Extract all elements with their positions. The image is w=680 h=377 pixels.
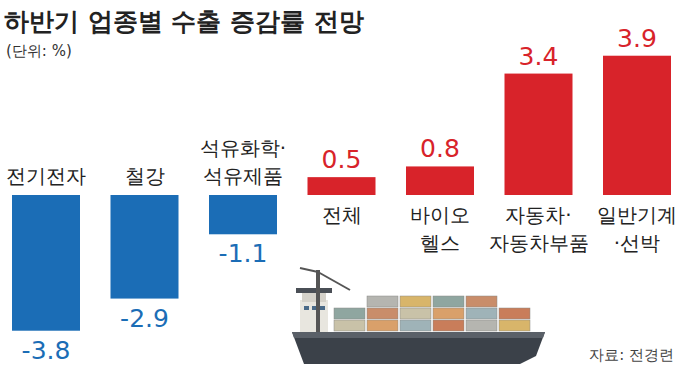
- data-label: 0.5: [322, 145, 362, 174]
- bar: [603, 56, 671, 195]
- category-label: 철강: [125, 164, 165, 188]
- category-label: 바이오헬스: [410, 203, 470, 255]
- labels: -3.8 전기전자 -2.9 철강 -1.1 석유화학·석유제품 0.5 전체 0.8 바이오헬스…: [6, 24, 677, 365]
- bars: [12, 56, 671, 331]
- data-label: -1.1: [219, 239, 268, 268]
- category-label: 일반기계·선박: [597, 203, 677, 255]
- bar: [111, 195, 179, 299]
- category-label: 전체: [322, 203, 362, 227]
- category-label: 전기전자: [6, 164, 86, 188]
- data-label: 3.9: [617, 24, 657, 53]
- subtitle: (단위: %): [6, 42, 72, 60]
- ship-illustration: [292, 268, 545, 364]
- bar: [308, 177, 376, 195]
- data-label: 3.4: [519, 42, 559, 71]
- category-label: 자동차·자동차부품: [489, 203, 589, 255]
- bar: [209, 195, 277, 234]
- data-label: 0.8: [420, 134, 460, 163]
- chart-svg: 하반기 업종별 수출 증감률 전망 (단위: %) -3.8 전기전자 -2.9 철강 -1…: [0, 0, 680, 377]
- title: 하반기 업종별 수출 증감률 전망: [4, 7, 364, 36]
- data-label: -2.9: [120, 304, 169, 333]
- category-label: 석유화학·석유제품: [200, 136, 286, 188]
- bar: [505, 74, 573, 195]
- chart-container: 하반기 업종별 수출 증감률 전망 (단위: %) -3.8 전기전자 -2.9 철강 -1…: [0, 0, 680, 377]
- bar: [406, 166, 474, 195]
- source: 자료: 전경련: [589, 346, 674, 364]
- bar: [12, 195, 80, 331]
- data-label: -3.8: [22, 336, 71, 365]
